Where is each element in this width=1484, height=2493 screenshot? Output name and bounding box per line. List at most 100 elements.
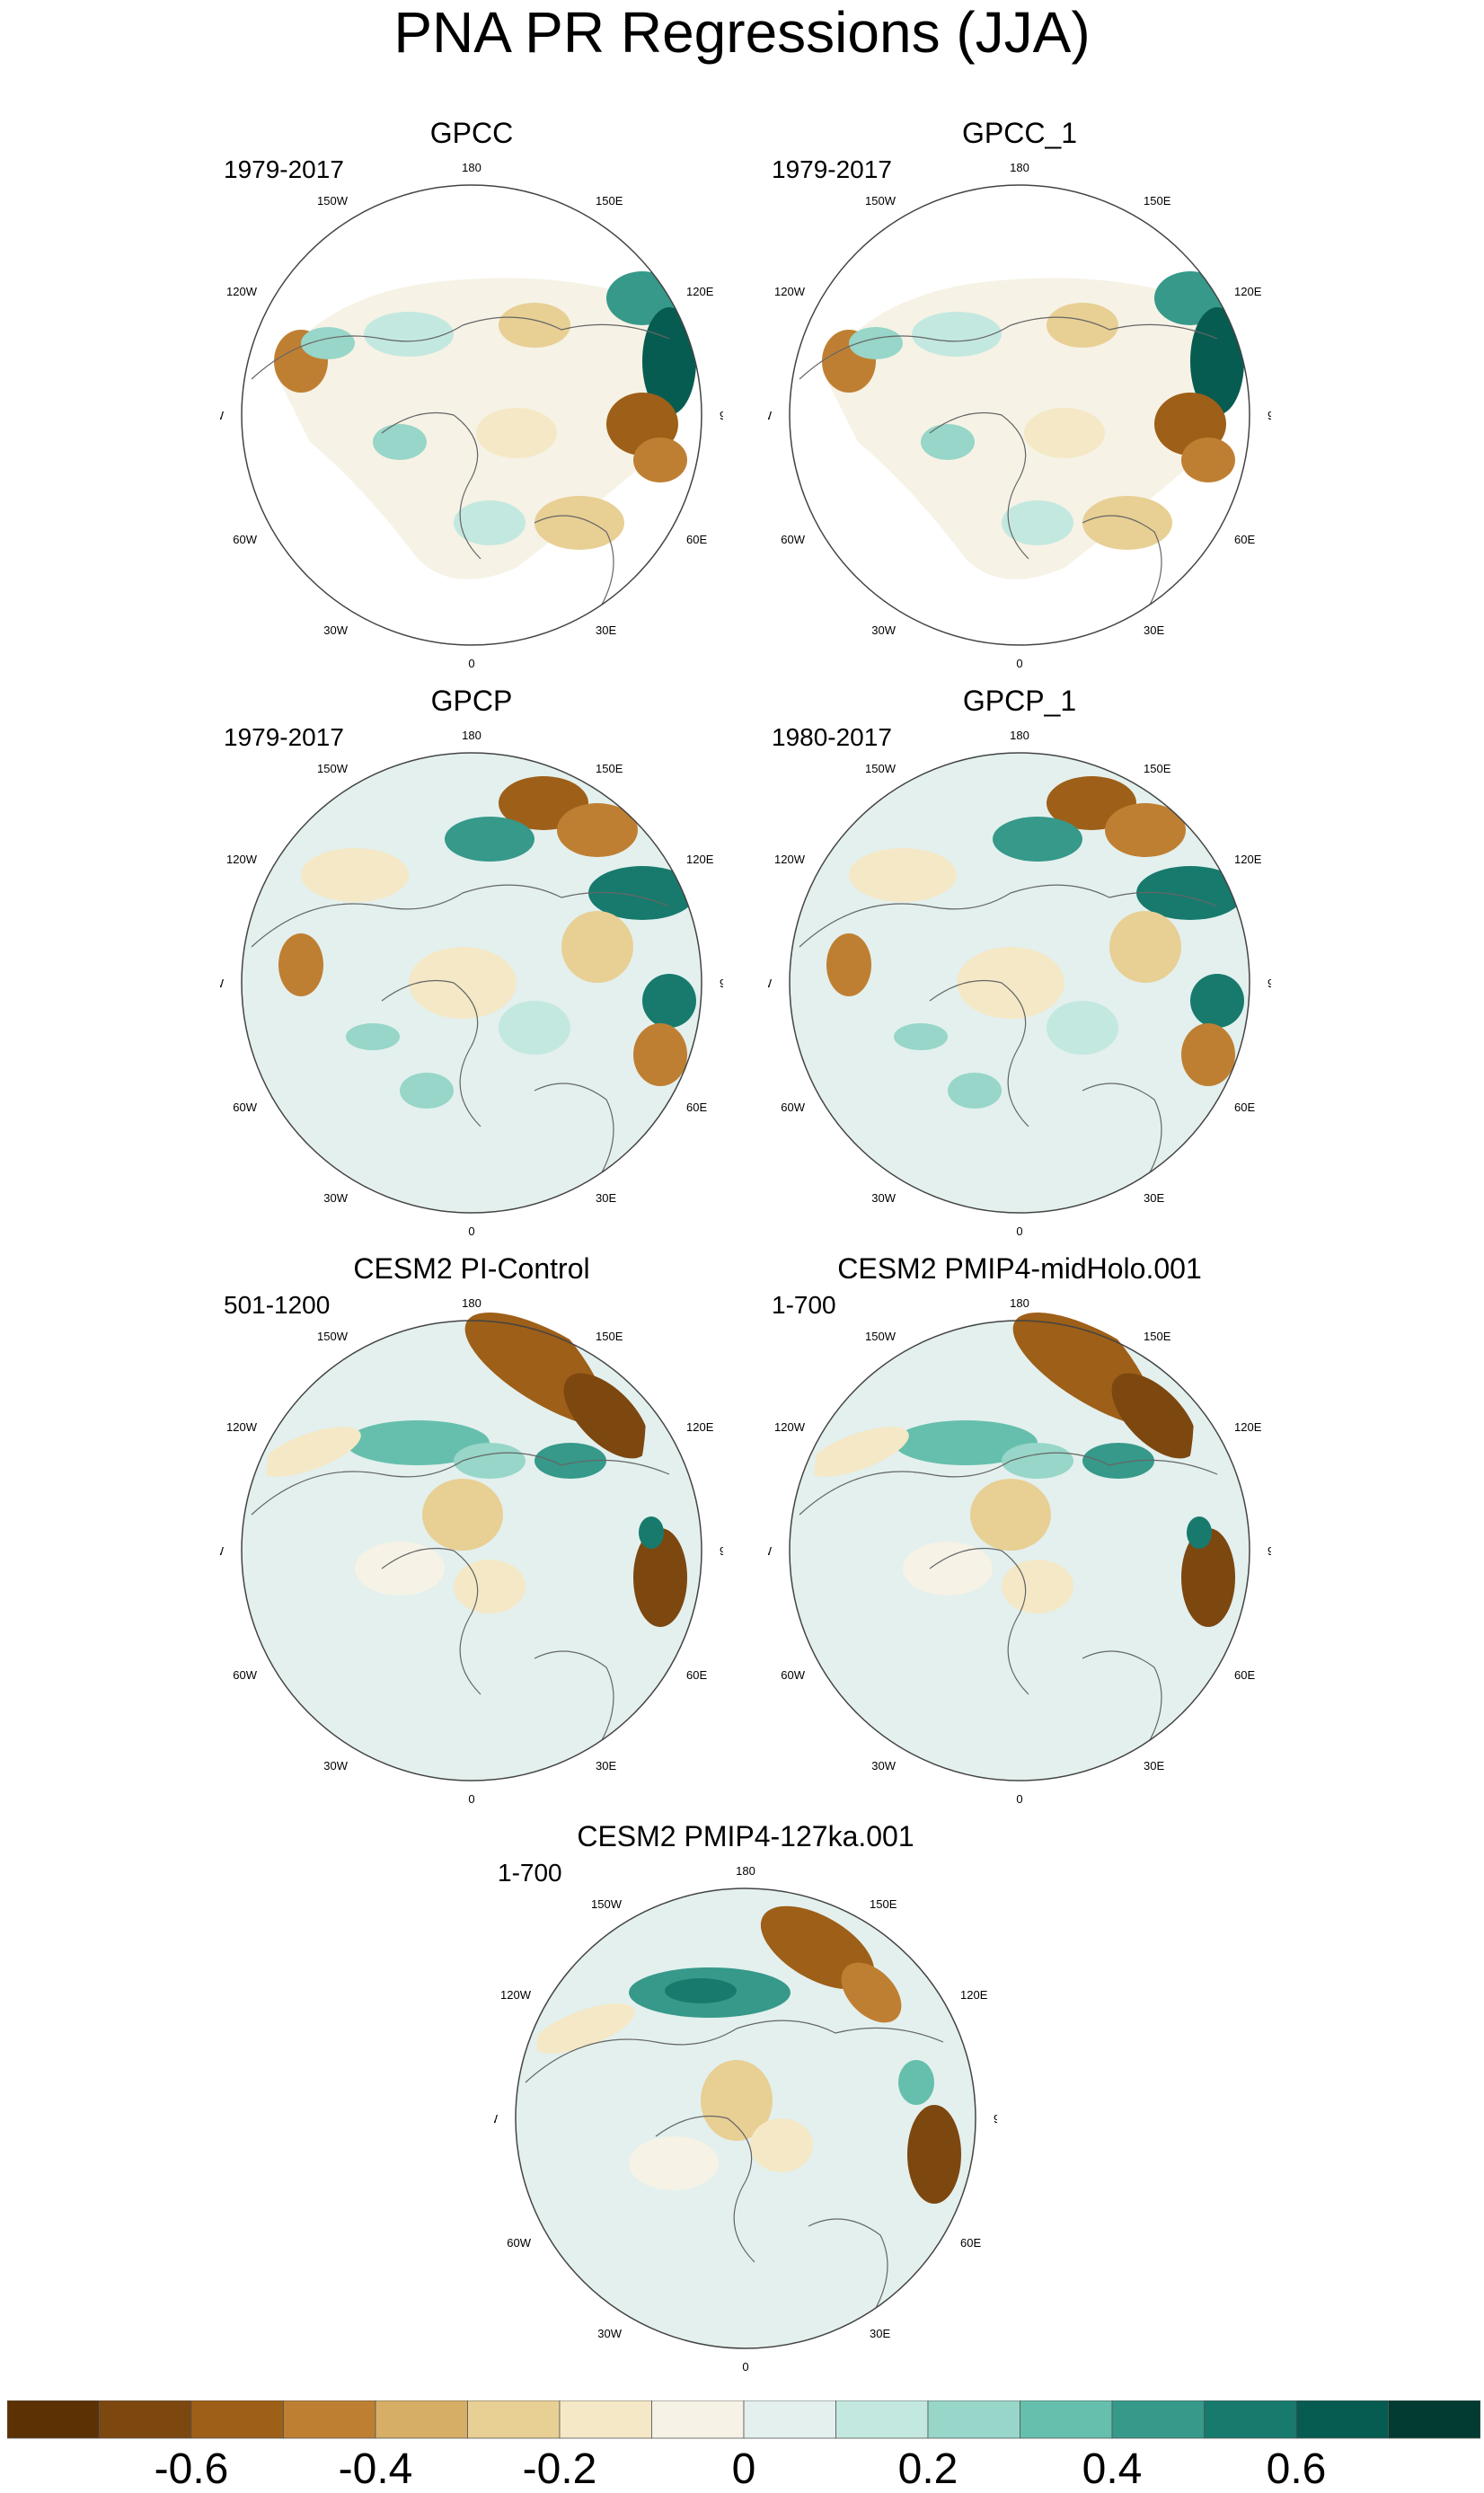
longitude-label: 0 (1016, 657, 1022, 670)
colorbar-tick-label: 0.6 (1267, 2445, 1327, 2490)
longitude-label: 150E (596, 762, 623, 775)
longitude-label: 180 (1010, 729, 1029, 742)
longitude-label: 120W (774, 285, 806, 298)
map-boundary (789, 1320, 1250, 1781)
longitude-label: 30E (596, 1191, 616, 1205)
map-panel: GPCP_1 1980-2017 180 150E 120E 90E 60E 30E 0 30W 6… (768, 683, 1271, 1240)
longitude-label: 180 (462, 1296, 481, 1310)
map-panel: CESM2 PI-Control 501-1200 180 150E 120E 90E 60… (220, 1251, 723, 1808)
panel-title: CESM2 PMIP4-127ka.001 (577, 1820, 914, 1852)
longitude-label: 90W (768, 1544, 773, 1558)
coastline (251, 1452, 670, 1749)
colorbar-swatch (7, 2400, 100, 2439)
longitude-label: 150W (865, 1330, 897, 1343)
longitude-label: 60W (507, 2236, 531, 2250)
colorbar-swatch (1020, 2400, 1113, 2439)
longitude-label: 30W (323, 623, 348, 637)
longitude-label: 30W (597, 2327, 622, 2340)
coastline (799, 316, 1218, 614)
longitude-label: 30W (871, 1191, 896, 1205)
panel-period: 1979-2017 (224, 155, 344, 183)
longitude-label: 60W (233, 1668, 257, 1682)
longitude-label: 150E (596, 1330, 623, 1343)
map-boundary (789, 752, 1250, 1214)
colorbar-tick-label: 0 (732, 2445, 756, 2490)
map-boundary (789, 184, 1250, 646)
longitude-label: 60E (1234, 1668, 1255, 1682)
colorbar-swatch (99, 2400, 192, 2439)
longitude-label: 0 (468, 1792, 474, 1806)
longitude-label: 120E (1234, 853, 1262, 866)
longitude-label: 60E (686, 533, 707, 546)
longitude-label: 90E (1268, 409, 1271, 422)
colorbar-tick-label: -0.2 (523, 2445, 597, 2490)
longitude-label: 0 (1016, 1792, 1022, 1806)
panel-period: 1979-2017 (224, 723, 344, 751)
longitude-label: 60E (1234, 1101, 1255, 1114)
colorbar-swatch (467, 2400, 561, 2439)
panel-title: CESM2 PMIP4-midHolo.001 (837, 1252, 1202, 1285)
longitude-label: 30W (871, 623, 896, 637)
longitude-label: 120W (226, 853, 258, 866)
longitude-label: 120W (774, 853, 806, 866)
longitude-label: 90W (768, 409, 773, 422)
panel-period: 1-700 (772, 1291, 836, 1319)
longitude-label: 150W (317, 762, 349, 775)
panel-title: CESM2 PI-Control (353, 1252, 590, 1285)
colorbar-swatch (1111, 2400, 1205, 2439)
longitude-label: 150E (1144, 194, 1171, 208)
longitude-label: 150E (1144, 762, 1171, 775)
longitude-label: 150E (596, 194, 623, 208)
colorbar-swatch (927, 2400, 1020, 2439)
colorbar-swatch (835, 2400, 929, 2439)
colorbar-tick-label: -0.6 (155, 2445, 229, 2490)
longitude-label: 120E (686, 1420, 714, 1434)
longitude-label: 120E (686, 285, 714, 298)
map-boundary (241, 752, 702, 1214)
longitude-label: 150E (870, 1897, 897, 1911)
longitude-label: 90E (994, 2112, 997, 2126)
colorbar-swatch (1204, 2400, 1297, 2439)
panel-title: GPCC (429, 117, 514, 149)
panel-period: 501-1200 (224, 1291, 331, 1319)
figure-title: PNA PR Regressions (JJA) (393, 0, 1091, 65)
coastline (525, 2020, 944, 2317)
longitude-label: 120E (1234, 285, 1262, 298)
longitude-label: 60W (781, 533, 805, 546)
longitude-label: 30W (323, 1759, 348, 1773)
map-panel: GPCP 1979-2017 180 150E 120E 90E 60E 30E 0 30W 60W… (220, 683, 723, 1240)
longitude-label: 90W (768, 977, 773, 990)
longitude-label: 30E (1144, 623, 1164, 637)
polar-map: 180 150E 120E 90E 60E 30E 0 30W 60W 90W 120W 150W (220, 161, 723, 670)
polar-map: 180 150E 120E 90E 60E 30E 0 30W 60W 90W 120W 150W (220, 729, 723, 1238)
longitude-label: 30E (870, 2327, 890, 2340)
longitude-label: 60E (1234, 533, 1255, 546)
panel-title: GPCP (430, 685, 513, 717)
coastline (799, 1452, 1218, 1749)
longitude-label: 90E (720, 1544, 723, 1558)
longitude-label: 0 (468, 1224, 474, 1238)
longitude-label: 30E (596, 1759, 616, 1773)
longitude-label: 150W (865, 194, 897, 208)
panel-title: GPCP_1 (962, 685, 1077, 717)
longitude-label: 120E (960, 1988, 988, 2002)
colorbar-swatch (1388, 2400, 1480, 2439)
colorbar-tick-label: 0.4 (1082, 2445, 1143, 2490)
longitude-label: 180 (462, 729, 481, 742)
longitude-label: 60E (686, 1668, 707, 1682)
longitude-label: 180 (1010, 161, 1029, 174)
polar-map: 180 150E 120E 90E 60E 30E 0 30W 60W 90W 120W 150W (768, 1296, 1271, 1806)
longitude-label: 0 (1016, 1224, 1022, 1238)
colorbar-swatch (190, 2400, 284, 2439)
polar-map: 180 150E 120E 90E 60E 30E 0 30W 60W 90W 120W 150W (768, 161, 1271, 670)
longitude-label: 60E (960, 2236, 981, 2250)
panel-period: 1-700 (498, 1859, 562, 1887)
map-boundary (515, 1887, 976, 2349)
longitude-label: 180 (1010, 1296, 1029, 1310)
colorbar: -0.6 -0.4 -0.2 0 0.2 0.4 0.6 (7, 2400, 1480, 2490)
map-panel: CESM2 PMIP4-127ka.001 1-700 180 150E 120E 90E… (494, 1818, 997, 2375)
longitude-label: 90E (720, 977, 723, 990)
coastline (251, 316, 670, 614)
longitude-label: 150E (1144, 1330, 1171, 1343)
longitude-label: 60W (233, 1101, 257, 1114)
